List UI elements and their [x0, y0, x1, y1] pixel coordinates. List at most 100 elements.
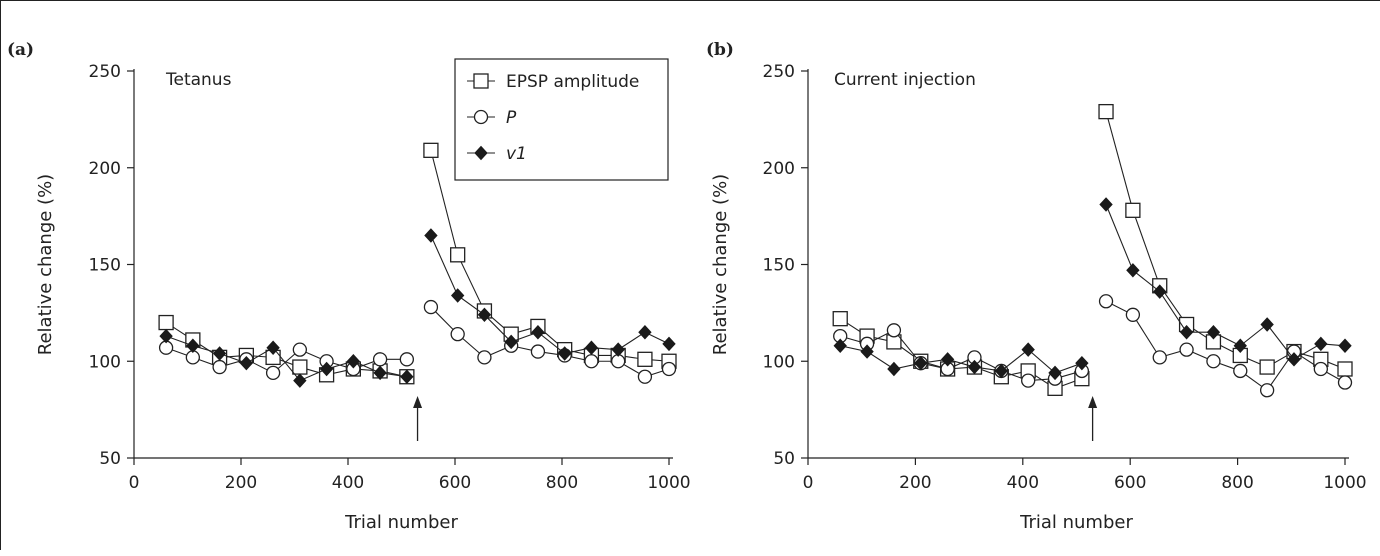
data-point: [399, 352, 415, 367]
y-tick-label: 150: [763, 256, 795, 276]
data-point: [611, 342, 625, 357]
data-point: [1314, 336, 1328, 352]
data-point: [239, 355, 254, 371]
x-tick-label: 800: [546, 473, 578, 493]
data-point: [584, 340, 599, 355]
data-point: [450, 288, 465, 303]
data-point: [887, 361, 901, 377]
data-point: [994, 363, 1009, 379]
y-tick-label: 100: [89, 352, 121, 372]
stimulus-arrow: [1088, 396, 1098, 441]
legend-box: [454, 58, 669, 181]
y-tick-label: 250: [763, 62, 795, 82]
data-point: [967, 359, 982, 375]
data-point: [886, 323, 902, 338]
data-point: [423, 299, 439, 315]
x-axis-label: Trial number: [1019, 512, 1133, 533]
data-point: [1153, 284, 1167, 299]
data-point: [212, 359, 227, 375]
panel-tag: (a): [7, 40, 34, 60]
data-point: [292, 359, 308, 375]
data-point: [1179, 324, 1194, 340]
data-point: [346, 354, 361, 369]
legend: EPSP amplitude Pv1: [454, 58, 669, 181]
data-point: [1287, 352, 1301, 367]
series-line: [839, 318, 1083, 389]
series-open-circle: [158, 299, 677, 384]
y-axis-label: Relative change (%): [35, 174, 56, 355]
y-tick-label: 50: [99, 449, 121, 469]
series-line: [1105, 204, 1346, 361]
data-point: [637, 351, 653, 367]
legend-label: v1: [506, 144, 527, 164]
series-line: [840, 345, 1083, 374]
legend-label: P: [506, 108, 517, 128]
data-point: [1338, 338, 1352, 354]
data-point: [504, 334, 518, 350]
data-point: [450, 247, 466, 263]
x-axis-label: Trial number: [344, 512, 458, 533]
data-point: [293, 373, 307, 388]
x-tick-label: 200: [899, 473, 931, 493]
data-point: [266, 340, 280, 355]
data-point: [1233, 338, 1247, 354]
data-point: [1337, 361, 1353, 377]
data-point: [1098, 294, 1114, 309]
x-tick-label: 800: [1221, 473, 1253, 493]
series-filled-diamond: [159, 228, 676, 388]
data-point: [584, 354, 599, 369]
panel-a: (a) Tetanus 50 100 150 200 250 0 200 400 600 800 100…: [7, 40, 691, 533]
series-line: [165, 335, 407, 382]
y-tick-label: 50: [773, 449, 795, 469]
data-point: [265, 365, 281, 381]
data-point: [1021, 342, 1035, 357]
series-open-circle: [833, 294, 1353, 398]
series-filled-diamond: [833, 197, 1352, 381]
data-point: [914, 355, 928, 371]
data-point: [1179, 342, 1194, 357]
data-point: [1021, 373, 1036, 388]
data-point: [373, 365, 387, 381]
data-point: [450, 327, 465, 342]
data-point: [637, 369, 653, 384]
data-point: [860, 344, 874, 359]
x-tick-label: 400: [1007, 473, 1039, 493]
data-point: [1048, 365, 1062, 381]
x-tick-label: 0: [129, 473, 140, 493]
series-line: [1105, 111, 1346, 370]
panel-b: (b) Current injection 50 100 150 200 250 0 200 40…: [706, 40, 1367, 533]
data-point: [1233, 363, 1248, 379]
series-line: [430, 306, 670, 378]
legend-marker: [474, 145, 488, 161]
y-tick-label: 200: [763, 159, 795, 179]
arrow-head: [1088, 396, 1098, 408]
series-line: [1105, 300, 1346, 392]
series-line: [430, 150, 670, 362]
data-point: [638, 324, 652, 340]
data-point: [662, 336, 676, 352]
data-point: [557, 346, 572, 361]
data-point: [1099, 197, 1113, 212]
y-tick-label: 200: [89, 159, 121, 179]
x-tick-label: 200: [225, 473, 257, 493]
data-point: [1337, 375, 1353, 390]
series-line: [165, 347, 407, 374]
y-tick-label: 150: [89, 256, 121, 276]
data-point: [530, 344, 546, 359]
data-point: [158, 314, 174, 331]
data-point: [400, 369, 414, 384]
data-point: [1313, 361, 1328, 377]
data-point: [477, 350, 492, 365]
data-point: [423, 142, 439, 158]
data-point: [159, 328, 173, 344]
stimulus-arrow: [413, 396, 423, 441]
data-point: [477, 307, 492, 323]
data-point: [372, 352, 388, 367]
data-point: [832, 311, 848, 327]
data-point: [833, 338, 847, 354]
data-point: [1126, 263, 1140, 278]
y-tick-label: 250: [89, 62, 121, 82]
data-point: [212, 346, 227, 361]
